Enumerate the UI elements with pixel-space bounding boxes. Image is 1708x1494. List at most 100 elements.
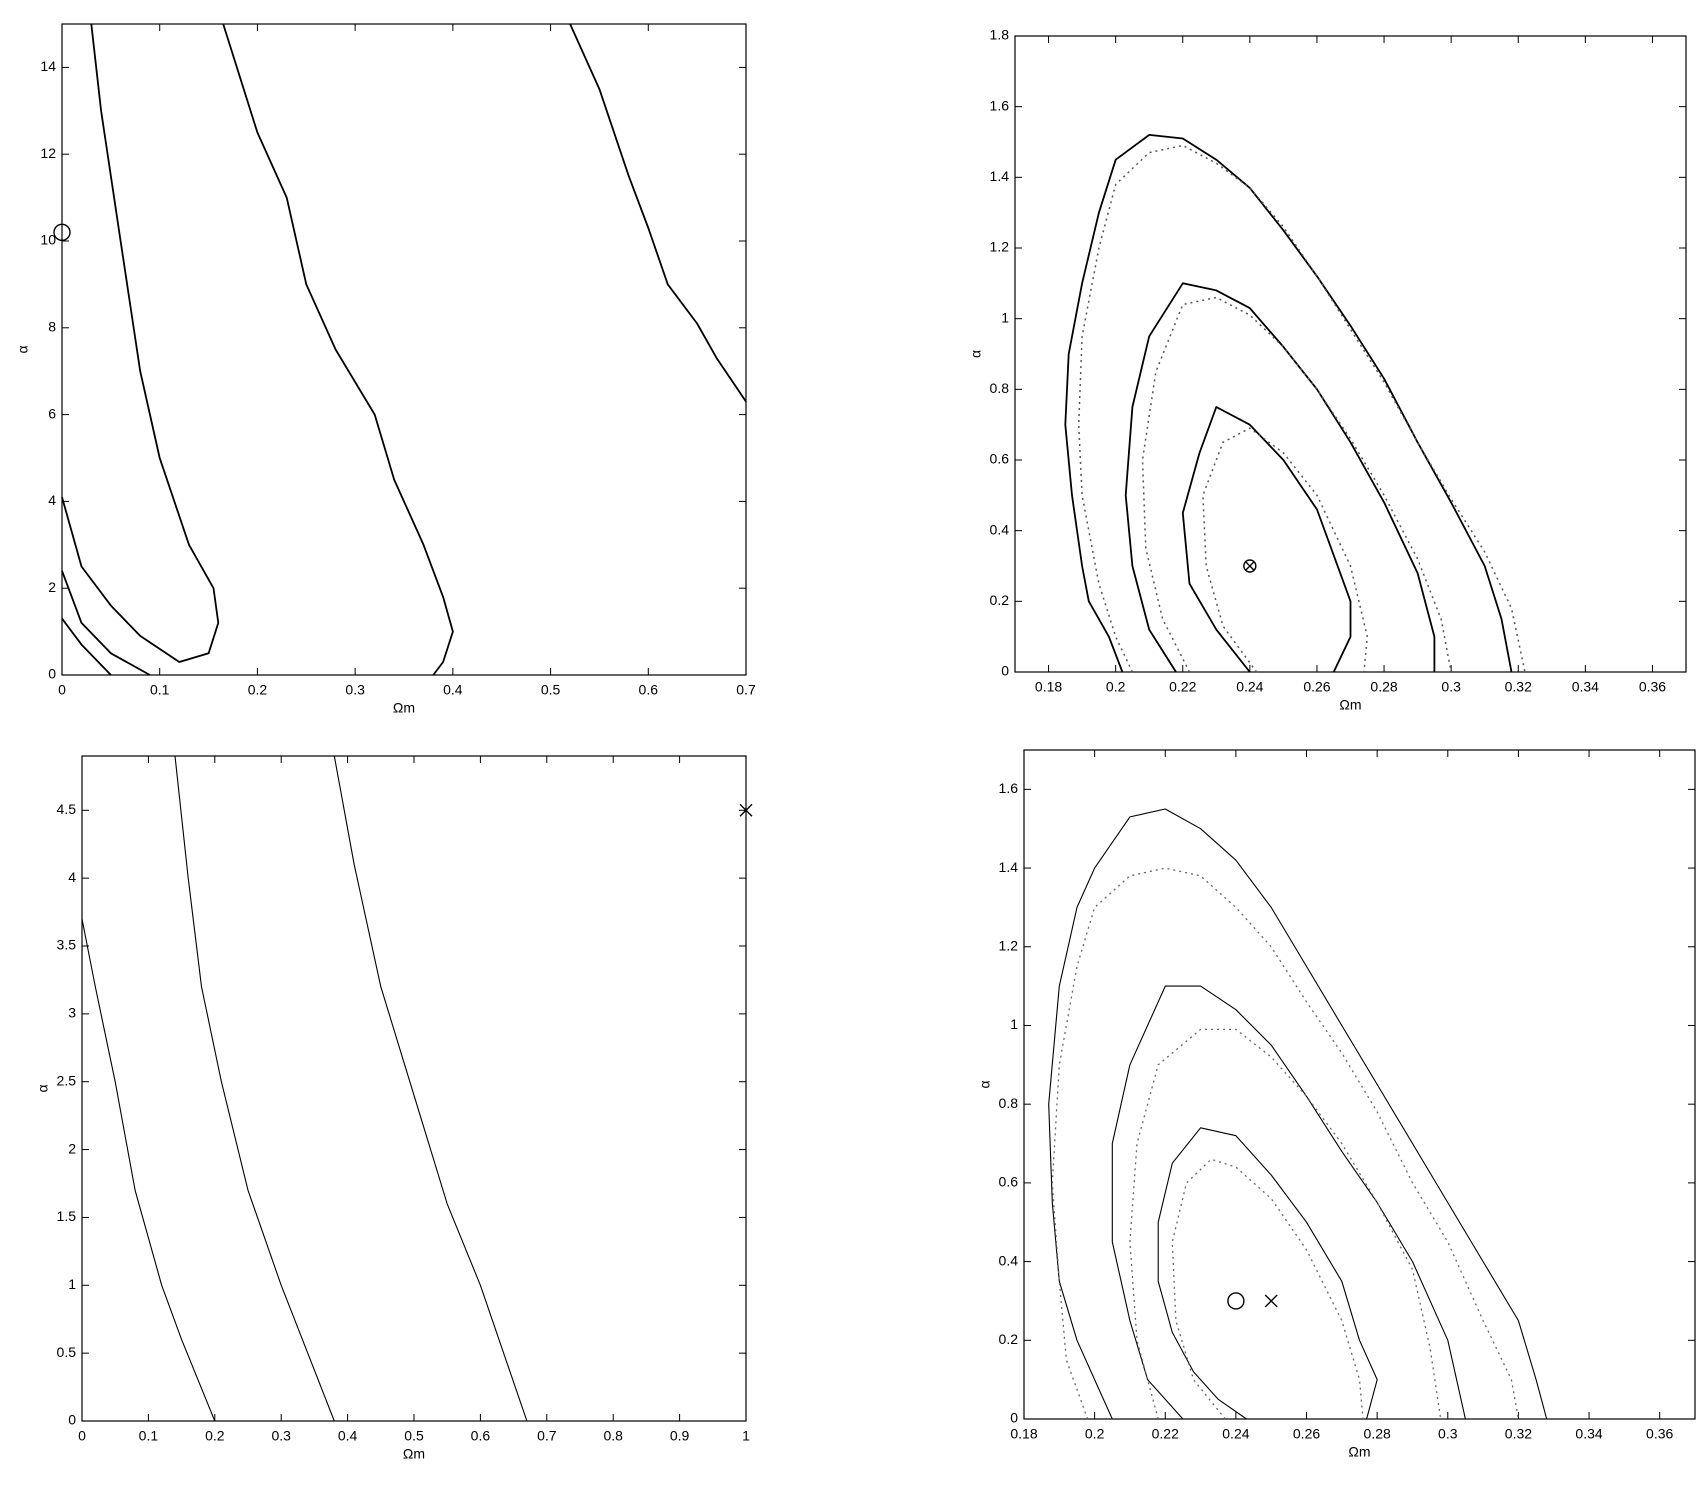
x-tick-label: 0.3 (1438, 1426, 1458, 1442)
y-tick-label: 2.5 (57, 1072, 77, 1088)
x-axis-label: Ωm (393, 700, 415, 716)
y-tick-label: 14 (40, 58, 56, 74)
y-tick-label: 0.2 (990, 592, 1010, 608)
contour-line (61, 23, 220, 663)
x-tick-label: 0.22 (1169, 679, 1196, 695)
y-tick-label: 1 (1010, 1016, 1018, 1032)
contour-line (1157, 1127, 1378, 1420)
x-tick-label: 0.1 (139, 1428, 159, 1444)
y-axis-label: α (977, 1080, 993, 1088)
y-tick-label: 0.2 (999, 1331, 1019, 1347)
marker-cross (739, 803, 753, 817)
x-tick-label: 0.7 (736, 682, 756, 698)
x-axis-label: Ωm (403, 1446, 425, 1462)
contour-line (61, 618, 112, 676)
contour-line (1051, 867, 1520, 1420)
y-tick-label: 0 (68, 1412, 76, 1428)
x-tick-label: 0.5 (404, 1428, 424, 1444)
marker-cross (1264, 1294, 1278, 1308)
contour-line (569, 23, 747, 403)
y-tick-label: 2 (48, 579, 56, 595)
x-tick-label: 0.3 (345, 682, 365, 698)
x-tick-label: 0.36 (1646, 1426, 1673, 1442)
x-axis-label: Ωm (1339, 697, 1361, 713)
contour-line (1124, 282, 1436, 673)
x-tick-label: 0.32 (1505, 1426, 1532, 1442)
y-tick-label: 0.5 (57, 1344, 77, 1360)
contour-line (1064, 134, 1513, 673)
x-tick-label: 0.4 (338, 1428, 358, 1444)
x-tick-label: 0.24 (1222, 1426, 1249, 1442)
y-tick-label: 0.8 (999, 1095, 1019, 1111)
marker (1227, 1292, 1245, 1310)
marker (739, 803, 753, 817)
y-tick-label: 4 (68, 869, 76, 885)
contour-line (1077, 144, 1526, 673)
y-tick-label: 0.4 (999, 1252, 1019, 1268)
x-tick-label: 0.34 (1572, 679, 1599, 695)
y-tick-label: 1.6 (990, 97, 1010, 113)
y-tick-label: 1.5 (57, 1208, 77, 1224)
y-tick-label: 1.2 (990, 239, 1010, 255)
x-tick-label: 0.2 (205, 1428, 225, 1444)
x-tick-label: 0.24 (1236, 679, 1263, 695)
x-tick-label: 0.28 (1370, 679, 1397, 695)
panel: 0.18 0.2 0.22 0.24 0.26 0.28 0.3 0.32 0.34 0.36 0 0… (968, 27, 1687, 713)
y-tick-label: 0.6 (999, 1174, 1019, 1190)
contour-line (1171, 1158, 1364, 1420)
marker-cross (1245, 561, 1255, 571)
x-tick-label: 0.3 (1441, 679, 1461, 695)
y-tick-label: 4.5 (57, 801, 77, 817)
y-tick-label: 0.4 (990, 521, 1010, 537)
x-tick-label: 0.7 (537, 1428, 557, 1444)
plot-frame (61, 23, 747, 676)
contour-line (1111, 985, 1466, 1420)
marker (1243, 559, 1257, 573)
y-axis-label: α (15, 345, 31, 353)
marker (53, 223, 71, 242)
y-tick-label: 0 (1010, 1410, 1018, 1426)
contour-line (1181, 406, 1352, 673)
contour-line (222, 23, 454, 676)
y-tick-label: 0 (48, 666, 56, 682)
plot-frame (81, 755, 747, 1422)
x-tick-label: 0 (58, 682, 66, 698)
y-tick-label: 1.8 (990, 27, 1010, 43)
y-tick-label: 1 (68, 1276, 76, 1292)
y-tick-label: 1 (1001, 309, 1009, 325)
x-tick-label: 0.6 (639, 682, 659, 698)
x-tick-label: 0.5 (541, 682, 561, 698)
x-tick-label: 0.36 (1639, 679, 1666, 695)
x-tick-label: 0.9 (670, 1428, 690, 1444)
contour-line (333, 755, 528, 1422)
x-tick-label: 0.1 (150, 682, 170, 698)
y-tick-label: 4 (48, 492, 56, 508)
x-tick-label: 0.18 (1035, 679, 1062, 695)
contour-line (174, 755, 335, 1422)
marker (1264, 1294, 1278, 1308)
x-tick-label: 0.26 (1293, 1426, 1320, 1442)
y-tick-label: 1.4 (999, 859, 1019, 875)
plot-frame (1023, 749, 1696, 1420)
y-tick-label: 3.5 (57, 937, 77, 953)
panel: 0.18 0.2 0.22 0.24 0.26 0.28 0.3 0.32 0.34 0.36 0 0… (977, 749, 1696, 1460)
x-tick-label: 0.2 (1106, 679, 1126, 695)
contour-line (1141, 296, 1452, 673)
panel: 0 0.1 0.2 0.3 0.4 0.5 0.6 0.7 0 2 4 6 8 10 12 14 Ωm α (15, 23, 756, 716)
x-tick-label: 0 (78, 1428, 86, 1444)
contour-line (1129, 1028, 1442, 1420)
marker-circle (1243, 559, 1257, 573)
marker-circle (1227, 1292, 1245, 1310)
plot-frame (1014, 35, 1687, 673)
y-axis-label: α (35, 1084, 51, 1092)
x-axis-label: Ωm (1348, 1444, 1370, 1460)
contour-line (81, 918, 216, 1422)
y-tick-label: 10 (40, 232, 56, 248)
y-tick-label: 1.2 (999, 937, 1019, 953)
y-tick-label: 1.6 (999, 780, 1019, 796)
contour-line (1048, 808, 1548, 1420)
marker-circle (53, 223, 71, 242)
y-tick-label: 2 (68, 1140, 76, 1156)
y-tick-label: 0 (1001, 663, 1009, 679)
